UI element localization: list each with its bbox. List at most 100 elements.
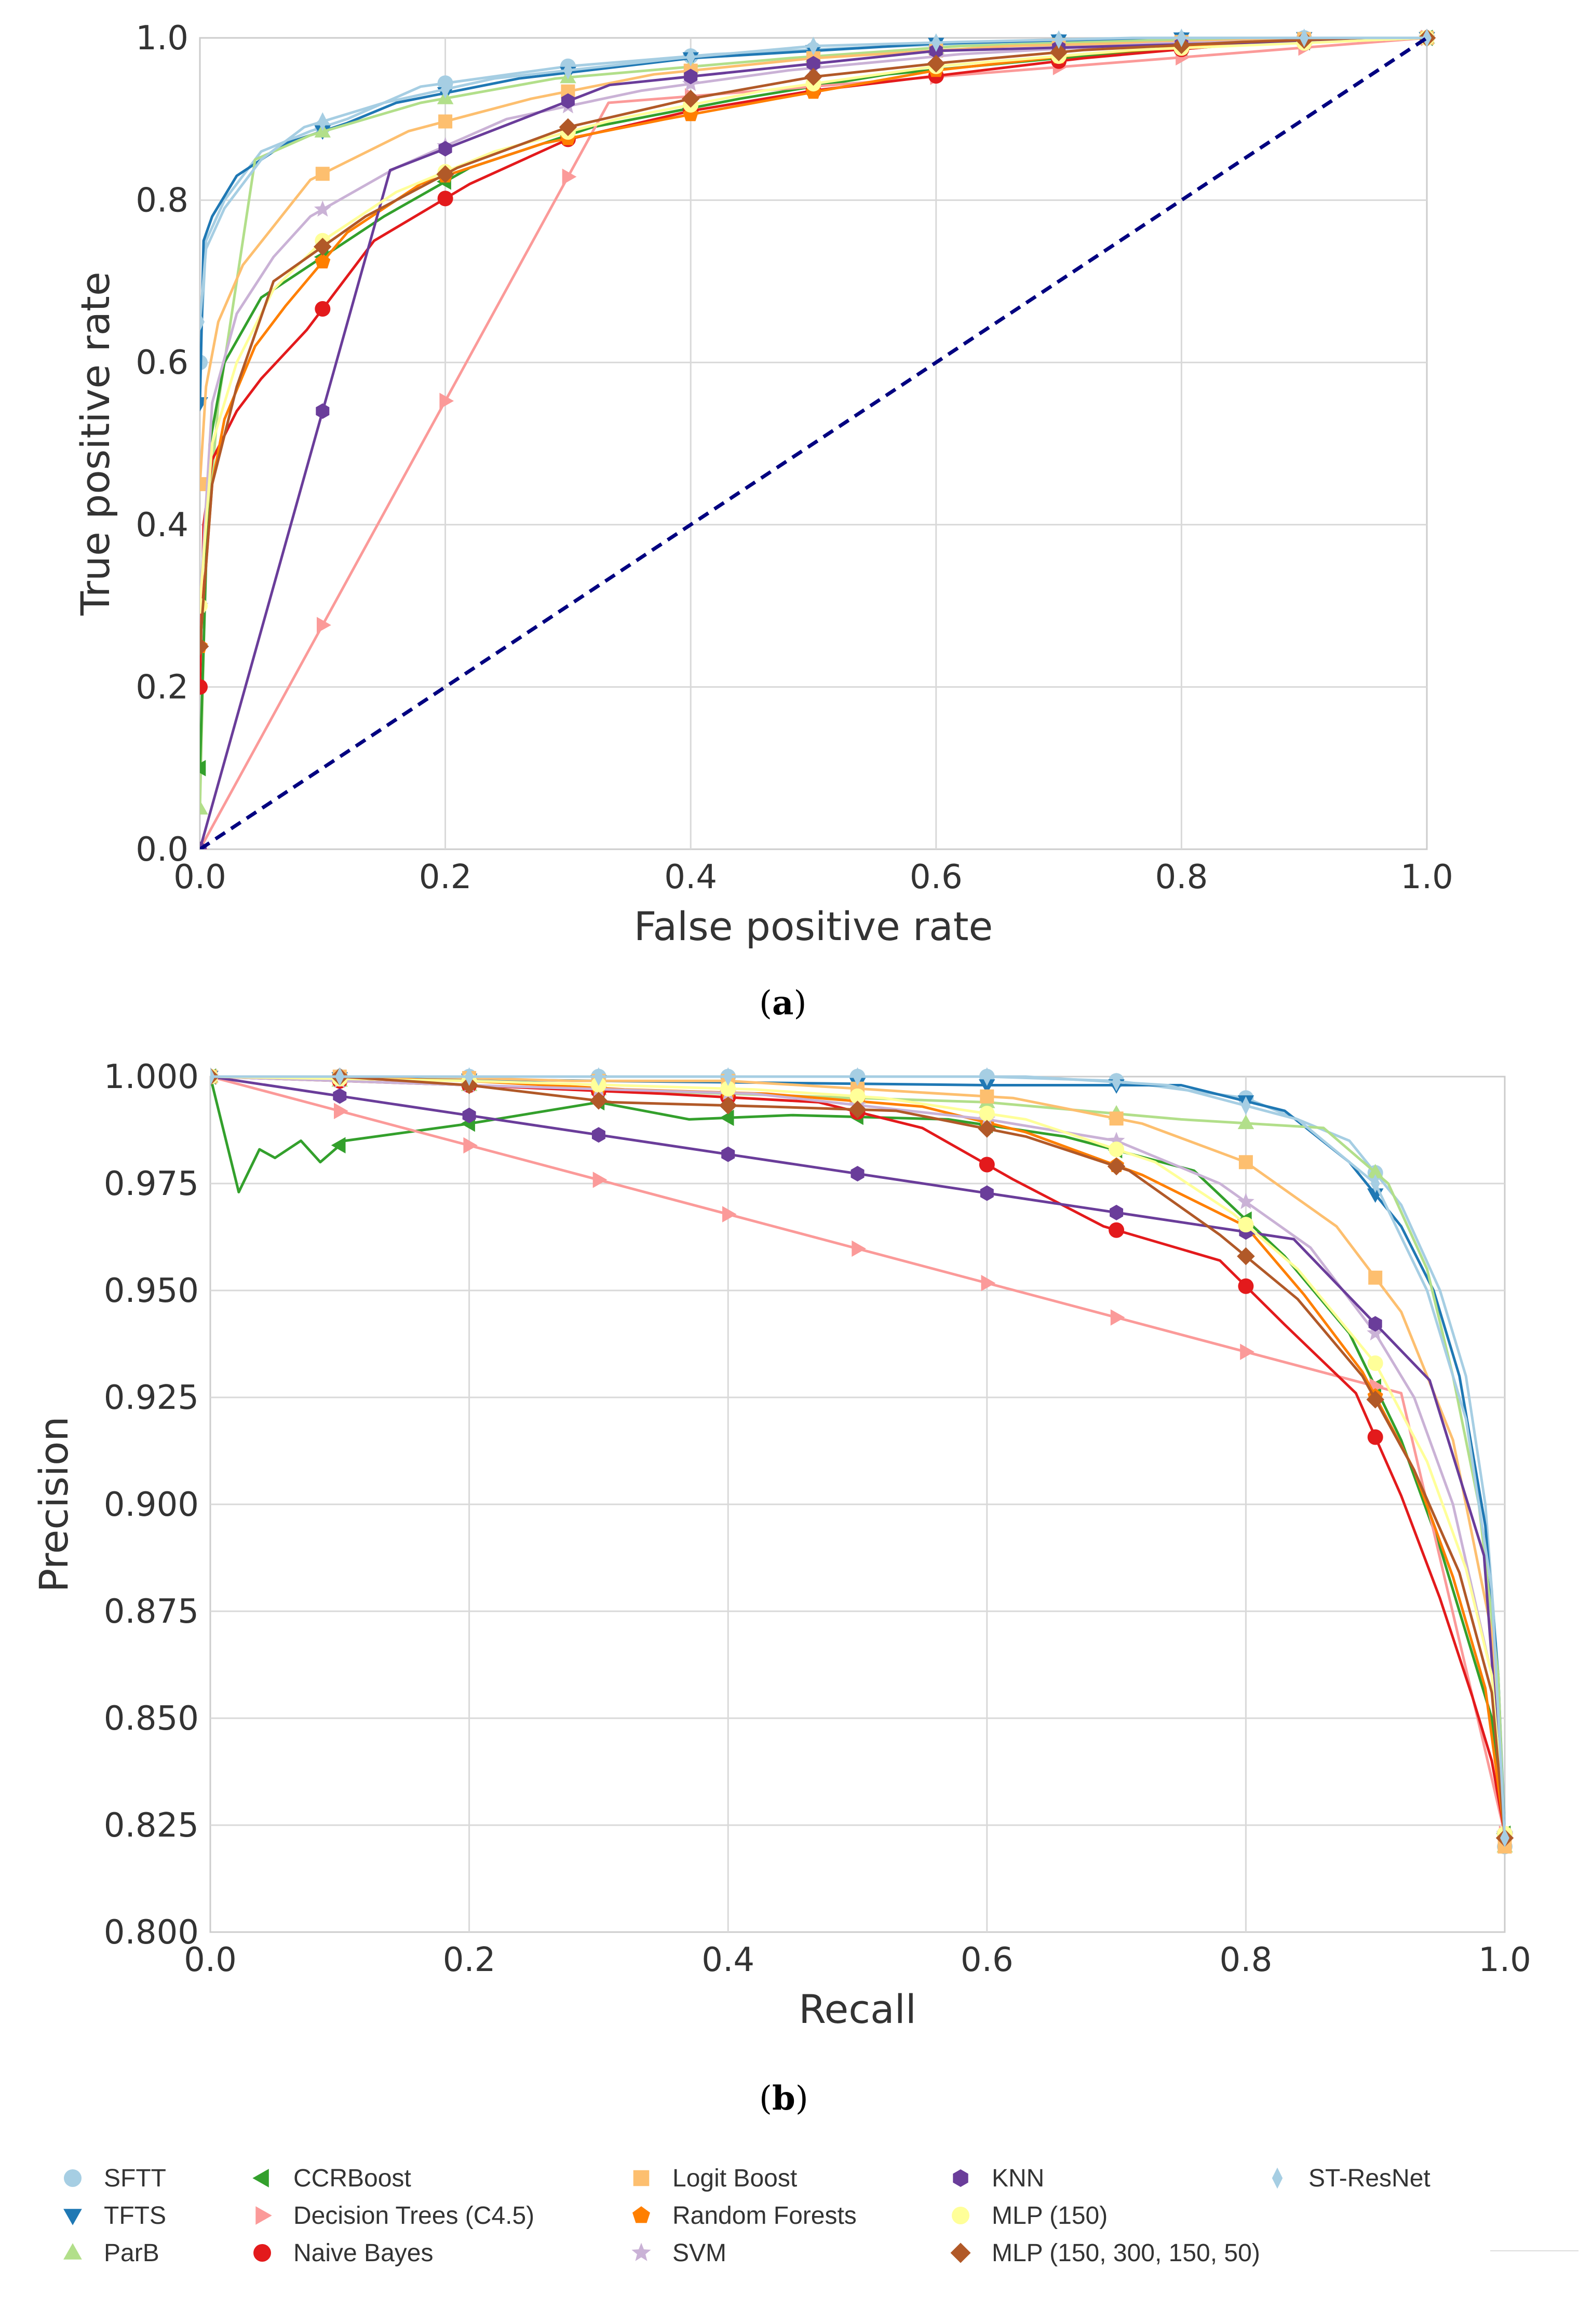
x-tick-label: 0.2: [419, 858, 472, 896]
legend-marker: [633, 2170, 650, 2186]
legend-item-tfts: TFTS: [47, 2197, 166, 2234]
marker-mlp-150: [979, 1106, 995, 1122]
marker-st-resnet: [1299, 29, 1309, 47]
marker-decision-trees-c4-5: [852, 1240, 866, 1257]
marker-st-resnet: [1177, 29, 1186, 47]
legend-item-parb: ParB: [47, 2234, 159, 2272]
legend-marker-st-resnet: [1272, 2167, 1283, 2189]
series-line-st-resnet: [200, 36, 1427, 322]
marker-mlp-150-300-150-50: [978, 1120, 996, 1138]
marker-st-resnet: [563, 61, 573, 80]
marker-st-resnet: [593, 1067, 603, 1086]
marker-naive-bayes: [200, 679, 208, 695]
marker-mlp-150-300-150-50: [1366, 1390, 1384, 1409]
x-axis-label: False positive rate: [634, 903, 993, 949]
marker-mlp-150-300-150-50: [436, 165, 454, 183]
legend-item-random-forests: Random Forests: [615, 2197, 857, 2234]
series-line-mlp-150-300-150-50: [210, 1075, 1506, 1838]
legend-marker-naive-bayes: [253, 2244, 271, 2262]
panel-label-b-letter: b: [772, 2079, 795, 2118]
marker-st-resnet: [982, 1067, 992, 1086]
y-tick-label: 1.0: [136, 19, 188, 58]
y-tick-label: 0.900: [104, 1486, 199, 1524]
series-line-naive-bayes: [210, 1075, 1506, 1834]
legend-label: Random Forests: [672, 2201, 857, 2230]
legend-marker: [632, 2206, 650, 2223]
legend-item-logit-boost: Logit Boost: [615, 2159, 797, 2197]
marker-st-resnet: [318, 112, 328, 131]
marker-st-resnet: [686, 47, 696, 66]
y-axis-label: Precision: [31, 1416, 77, 1592]
x-tick-label: 1.0: [1400, 858, 1453, 896]
marker-knn: [851, 1166, 865, 1181]
marker-knn: [1110, 1204, 1124, 1220]
x-tick-label: 0.8: [1155, 858, 1208, 896]
marker-knn: [1368, 1316, 1382, 1332]
marker-st-resnet: [440, 80, 450, 99]
marker-mlp-150-300-150-50: [927, 55, 945, 73]
y-tick-label: 0.4: [136, 506, 188, 545]
x-tick-label: 0.4: [701, 1941, 754, 1979]
marker-knn: [316, 403, 330, 419]
x-tick-label: 1.0: [1478, 1941, 1531, 1979]
marker-knn: [591, 1127, 605, 1143]
marker-st-resnet: [210, 1067, 215, 1086]
marker-st-resnet: [200, 312, 205, 331]
y-tick-label: 1.000: [104, 1058, 199, 1096]
legend-label: ST-ResNet: [1308, 2164, 1430, 2192]
series-line-svm: [210, 1075, 1506, 1834]
marker-decision-trees-c4-5: [439, 392, 454, 410]
panel-label-a-letter: a: [772, 984, 794, 1023]
legend-item-st-resnet: ST-ResNet: [1251, 2159, 1430, 2197]
legend-marker-decision-trees-c4-5: [255, 2206, 272, 2225]
y-tick-label: 0.0: [136, 831, 188, 869]
marker-parb: [1367, 1164, 1384, 1178]
x-tick-label: 0.0: [173, 858, 226, 896]
series-group: [200, 29, 1436, 849]
legend-item-naive-bayes: Naive Bayes: [236, 2234, 433, 2272]
marker-naive-bayes: [1109, 1222, 1125, 1238]
legend-label: Decision Trees (C4.5): [293, 2201, 535, 2230]
marker-decision-trees-c4-5: [592, 1172, 608, 1188]
marker-st-resnet: [335, 1067, 345, 1086]
legend-label: Logit Boost: [672, 2164, 798, 2192]
legend-marker: [252, 2169, 269, 2187]
legend-marker-tfts: [63, 2209, 82, 2225]
series-line-mlp-150: [210, 1075, 1506, 1834]
legend-divider: [1490, 2250, 1578, 2251]
marker-svm: [1367, 1324, 1384, 1341]
x-tick-label: 0.6: [910, 858, 963, 896]
marker-knn: [684, 69, 698, 85]
marker-ccrboost: [719, 1109, 734, 1126]
marker-naive-bayes: [315, 301, 331, 317]
marker-ccrboost: [200, 760, 206, 777]
marker-decision-trees-c4-5: [722, 1206, 737, 1222]
legend-marker: [1272, 2167, 1283, 2189]
legend-item-mlp-150-300-150-50: MLP (150, 300, 150, 50): [935, 2234, 1260, 2272]
marker-knn: [561, 93, 575, 109]
marker-parb: [1237, 1115, 1254, 1130]
marker-svm: [314, 200, 331, 217]
x-tick-label: 0.8: [1220, 1941, 1273, 1979]
marker-logit-boost: [438, 114, 453, 129]
series-group: [210, 1067, 1514, 1855]
legend-marker-svm: [631, 2243, 651, 2261]
legend-marker-logit-boost: [633, 2170, 650, 2186]
marker-naive-bayes: [1367, 1429, 1383, 1445]
marker-decision-trees-c4-5: [981, 1274, 996, 1292]
marker-mlp-150: [1238, 1217, 1254, 1233]
legend-label: SFTT: [104, 2164, 166, 2192]
marker-st-resnet: [464, 1067, 474, 1086]
legend-label: Naive Bayes: [293, 2239, 434, 2267]
marker-st-resnet: [931, 33, 941, 52]
series-line-mlp-150-300-150-50: [200, 36, 1427, 647]
x-tick-label: 0.6: [961, 1941, 1014, 1979]
marker-mlp-150-300-150-50: [719, 1096, 737, 1115]
legend-marker-sftt: [64, 2169, 82, 2187]
y-tick-label: 0.850: [104, 1700, 199, 1738]
marker-knn: [980, 1185, 994, 1201]
marker-naive-bayes: [1238, 1278, 1254, 1294]
marker-decision-trees-c4-5: [463, 1137, 478, 1154]
legend-marker: [952, 2207, 969, 2224]
